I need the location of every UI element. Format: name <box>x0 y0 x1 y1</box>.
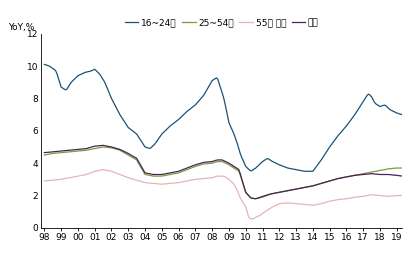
55세 이상 <box>191 178 196 181</box>
25~54세 <box>231 167 236 170</box>
전체 <box>139 167 144 170</box>
55세 이상 <box>399 194 404 197</box>
16~24세 <box>42 63 47 66</box>
55세 이상 <box>249 217 254 220</box>
전체 <box>231 165 236 168</box>
Text: YoY,%: YoY,% <box>9 23 35 32</box>
Line: 16~24세: 16~24세 <box>44 64 401 171</box>
55세 이상 <box>139 180 144 183</box>
전체 <box>399 175 404 178</box>
16~24세 <box>230 131 235 134</box>
전체 <box>100 144 105 147</box>
Line: 25~54세: 25~54세 <box>44 147 401 199</box>
25~54세 <box>191 166 196 169</box>
16~24세 <box>399 113 404 116</box>
25~54세 <box>234 169 239 172</box>
25~54세 <box>252 197 257 200</box>
16~24세 <box>303 170 308 173</box>
전체 <box>191 164 196 167</box>
전체 <box>42 151 47 154</box>
55세 이상 <box>100 168 105 171</box>
55세 이상 <box>78 174 83 177</box>
전체 <box>157 173 162 176</box>
25~54세 <box>157 175 162 178</box>
전체 <box>234 167 239 170</box>
55세 이상 <box>42 179 47 183</box>
Line: 55세 이상: 55세 이상 <box>44 170 401 219</box>
Line: 전체: 전체 <box>44 145 401 199</box>
25~54세 <box>399 167 404 170</box>
25~54세 <box>78 149 83 152</box>
55세 이상 <box>231 184 236 187</box>
16~24세 <box>233 138 238 141</box>
25~54세 <box>100 146 105 149</box>
16~24세 <box>190 105 195 109</box>
25~54세 <box>42 154 47 157</box>
전체 <box>78 148 83 151</box>
25~54세 <box>139 168 144 171</box>
16~24세 <box>156 136 161 140</box>
전체 <box>252 197 257 200</box>
55세 이상 <box>234 189 239 192</box>
55세 이상 <box>157 183 162 186</box>
16~24세 <box>138 139 143 142</box>
Legend: 16~24세, 25~54세, 55세 이상, 전체: 16~24세, 25~54세, 55세 이상, 전체 <box>125 18 318 27</box>
16~24세 <box>78 73 83 76</box>
